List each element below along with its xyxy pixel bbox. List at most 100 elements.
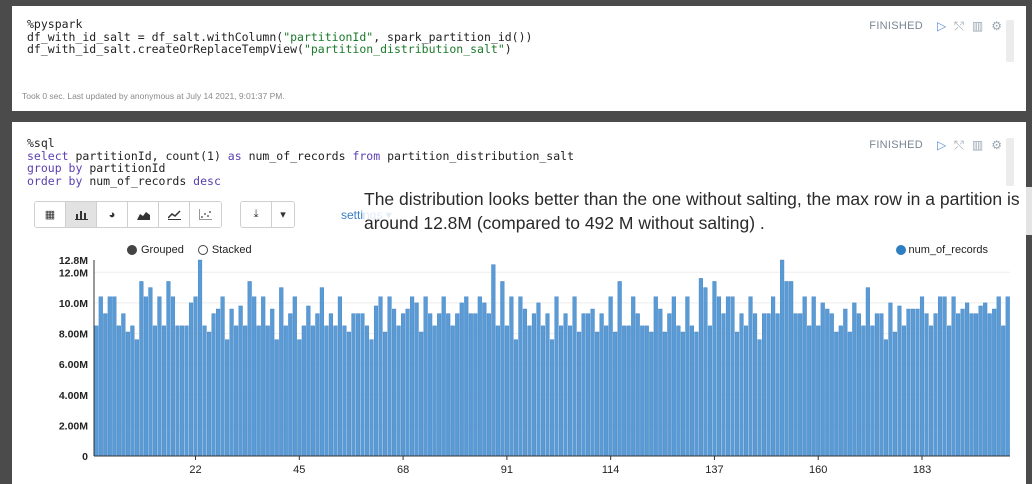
bar[interactable] (504, 325, 509, 457)
bar[interactable] (658, 308, 663, 457)
settings-gear-icon[interactable]: ⚙ (991, 138, 1002, 152)
bar[interactable] (879, 313, 884, 457)
bar[interactable] (942, 296, 947, 457)
bar[interactable] (807, 325, 812, 457)
bar[interactable] (152, 325, 157, 457)
bar[interactable] (685, 296, 690, 457)
bar[interactable] (897, 305, 902, 457)
bar[interactable] (419, 331, 424, 457)
bar[interactable] (739, 313, 744, 457)
bar[interactable] (522, 308, 527, 457)
bar[interactable] (513, 339, 518, 457)
bar[interactable] (586, 313, 591, 457)
bar[interactable] (933, 313, 938, 457)
bar[interactable] (847, 331, 852, 457)
bar[interactable] (459, 302, 464, 457)
settings-gear-icon[interactable]: ⚙ (991, 19, 1002, 33)
bar[interactable] (134, 339, 139, 457)
bar[interactable] (103, 313, 108, 457)
bar[interactable] (996, 296, 1001, 457)
bar[interactable] (771, 296, 776, 457)
bar[interactable] (974, 313, 979, 457)
bar[interactable] (852, 302, 857, 457)
hide-editor-icon[interactable]: ⤲ (954, 19, 964, 33)
pie-chart-icon[interactable]: ◕ (97, 202, 128, 227)
bar[interactable] (360, 313, 365, 457)
bar[interactable] (775, 313, 780, 457)
bar[interactable] (486, 313, 491, 457)
bar[interactable] (667, 313, 672, 457)
bar[interactable] (527, 325, 532, 457)
bar[interactable] (694, 331, 699, 457)
bar[interactable] (762, 313, 767, 457)
bar[interactable] (906, 308, 911, 457)
bar[interactable] (698, 278, 703, 457)
bar[interactable] (910, 308, 916, 457)
bar[interactable] (590, 308, 595, 457)
bar[interactable] (292, 296, 297, 457)
chart-legend[interactable]: num_of_records (895, 244, 988, 256)
editor-scrollbar[interactable] (1006, 20, 1014, 62)
bar[interactable] (274, 339, 279, 457)
bar[interactable] (919, 296, 925, 457)
bar[interactable] (829, 313, 834, 457)
bar[interactable] (915, 308, 920, 457)
bar[interactable] (707, 325, 712, 457)
bar[interactable] (207, 331, 212, 457)
bar[interactable] (229, 308, 234, 457)
bar[interactable] (116, 325, 121, 457)
bar[interactable] (455, 313, 460, 457)
bar[interactable] (865, 287, 870, 457)
bar[interactable] (423, 296, 428, 457)
bar[interactable] (121, 313, 126, 457)
bar[interactable] (414, 302, 419, 457)
bar[interactable] (518, 296, 523, 457)
bar[interactable] (662, 331, 667, 457)
bar[interactable] (310, 325, 315, 457)
bar[interactable] (820, 302, 825, 457)
bar[interactable] (125, 331, 130, 457)
code-editor[interactable]: %pyspark df_with_id_salt = df_salt.withCo… (27, 18, 532, 56)
code-editor[interactable]: %sql select partitionId, count(1) as num_… (27, 137, 574, 187)
area-chart-icon[interactable] (128, 202, 159, 227)
bar[interactable] (703, 287, 708, 457)
bar[interactable] (130, 325, 135, 457)
bar[interactable] (843, 308, 848, 457)
bar[interactable] (410, 296, 415, 457)
bar[interactable] (279, 287, 284, 457)
bar[interactable] (283, 325, 288, 457)
bar[interactable] (712, 281, 717, 457)
bar[interactable] (297, 339, 302, 457)
bar[interactable] (405, 308, 410, 457)
bar[interactable] (238, 305, 243, 457)
bar[interactable] (252, 296, 257, 457)
bar[interactable] (716, 296, 722, 457)
bar[interactable] (960, 308, 965, 457)
bar[interactable] (834, 331, 839, 457)
bar[interactable] (468, 313, 473, 457)
bar[interactable] (617, 281, 622, 457)
bar[interactable] (432, 325, 437, 457)
bar[interactable] (725, 296, 731, 457)
bar[interactable] (98, 296, 103, 457)
bar[interactable] (1001, 325, 1006, 457)
bar[interactable] (635, 313, 640, 457)
bar[interactable] (495, 325, 500, 457)
bar[interactable] (928, 325, 934, 457)
bar[interactable] (179, 325, 185, 457)
bar[interactable] (992, 308, 997, 457)
bar[interactable] (202, 325, 207, 457)
editor-scrollbar[interactable] (1006, 138, 1014, 186)
download-icon[interactable]: ⤓ (241, 202, 272, 227)
bar[interactable] (1005, 296, 1010, 457)
bar[interactable] (220, 296, 225, 457)
bar[interactable] (649, 331, 654, 457)
bar[interactable] (730, 296, 735, 457)
bar[interactable] (464, 296, 469, 457)
bar[interactable] (261, 296, 266, 457)
bar[interactable] (888, 302, 893, 457)
bar[interactable] (247, 281, 252, 457)
bar[interactable] (364, 325, 370, 457)
bar[interactable] (947, 325, 952, 457)
bar[interactable] (166, 281, 171, 457)
